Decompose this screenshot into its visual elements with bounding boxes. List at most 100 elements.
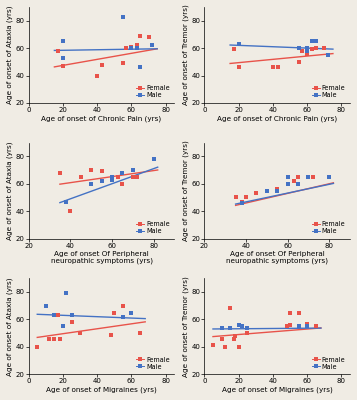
Point (129, 44, 134, 50)
Point (231, 336, 236, 342)
Y-axis label: Age of onset of Ataxia (yrs): Age of onset of Ataxia (yrs) (7, 6, 14, 104)
Point (305, 323, 310, 330)
X-axis label: Age of onset of Chronic Pain (yrs): Age of onset of Chronic Pain (yrs) (41, 115, 162, 122)
Point (55, 312, 61, 318)
Point (129, 45, 134, 51)
Point (313, 38, 319, 44)
Point (109, 174, 115, 180)
Point (130, 167, 136, 173)
Point (130, 174, 136, 180)
Point (51, 312, 57, 318)
Point (111, 309, 117, 316)
Point (313, 323, 319, 330)
Point (296, 45, 302, 51)
Point (57, 336, 62, 342)
X-axis label: Age of onset Of Peripheral
neuropathic symptoms (yrs): Age of onset Of Peripheral neuropathic s… (50, 251, 152, 264)
Point (325, 52, 331, 58)
Point (109, 174, 115, 180)
Point (285, 180, 291, 187)
Legend: Female, Male: Female, Male (311, 356, 347, 371)
Point (285, 180, 291, 187)
Point (227, 324, 233, 331)
Point (270, 64, 276, 70)
Point (46, 336, 52, 342)
Point (310, 46, 315, 53)
Point (219, 336, 225, 342)
Point (60, 323, 66, 330)
Point (60, 38, 66, 44)
Point (227, 305, 233, 312)
Point (236, 344, 242, 350)
Point (77, 330, 83, 336)
Point (124, 45, 129, 51)
Point (151, 156, 156, 162)
Point (322, 45, 327, 51)
X-axis label: Age of onset Of Peripheral
neuropathic symptoms (yrs): Age of onset Of Peripheral neuropathic s… (226, 251, 328, 264)
Point (285, 180, 291, 187)
Point (99, 178, 104, 184)
Point (69, 312, 74, 318)
Point (134, 45, 140, 51)
Point (120, 314, 126, 320)
Point (210, 342, 216, 349)
Point (57, 170, 63, 176)
Y-axis label: Age of onset of Tremor (yrs): Age of onset of Tremor (yrs) (183, 4, 189, 105)
Point (60, 54, 66, 61)
Point (137, 32, 143, 39)
Point (239, 323, 245, 330)
Point (137, 330, 143, 336)
Point (305, 320, 310, 327)
Point (109, 175, 115, 182)
Point (305, 45, 310, 51)
Point (305, 45, 310, 51)
Point (222, 344, 228, 350)
Point (264, 188, 270, 194)
Point (78, 174, 84, 180)
Point (108, 331, 114, 338)
Point (239, 198, 245, 205)
Point (310, 38, 315, 44)
Point (310, 174, 316, 180)
Point (100, 61, 105, 68)
Point (149, 42, 155, 48)
Point (275, 188, 280, 194)
X-axis label: Age of onset of Chronic Pain (yrs): Age of onset of Chronic Pain (yrs) (217, 115, 337, 122)
Point (231, 46, 236, 53)
Point (134, 42, 140, 48)
Point (305, 48, 310, 54)
Point (306, 174, 311, 180)
X-axis label: Age of onset of Migraines (yrs): Age of onset of Migraines (yrs) (222, 386, 333, 393)
Point (63, 198, 69, 205)
Y-axis label: Age of onset of Ataxia (yrs): Age of onset of Ataxia (yrs) (7, 141, 14, 240)
Point (233, 194, 238, 201)
Point (264, 188, 270, 194)
Point (69, 319, 74, 325)
Point (137, 64, 143, 70)
Point (129, 45, 134, 51)
Point (313, 45, 319, 51)
Legend: Female, Male: Female, Male (135, 220, 171, 235)
Point (88, 167, 94, 173)
Point (109, 176, 115, 183)
Point (99, 168, 104, 175)
Point (63, 198, 69, 205)
Point (305, 50, 310, 57)
Point (306, 174, 311, 180)
Point (291, 178, 297, 184)
Point (326, 174, 332, 180)
Point (111, 309, 117, 316)
Point (287, 322, 293, 328)
X-axis label: Age of onset of Migraines (yrs): Age of onset of Migraines (yrs) (46, 386, 157, 393)
Point (55, 48, 61, 54)
Point (51, 336, 57, 342)
Point (285, 174, 291, 180)
Legend: Female, Male: Female, Male (311, 220, 347, 235)
Point (232, 333, 238, 339)
Point (129, 309, 134, 316)
Point (120, 302, 126, 309)
Point (284, 323, 290, 330)
Legend: Female, Male: Female, Male (135, 84, 171, 100)
Legend: Female, Male: Female, Male (135, 356, 171, 371)
Point (120, 170, 125, 176)
Y-axis label: Age of onset of Tremor (yrs): Age of onset of Tremor (yrs) (183, 276, 189, 377)
